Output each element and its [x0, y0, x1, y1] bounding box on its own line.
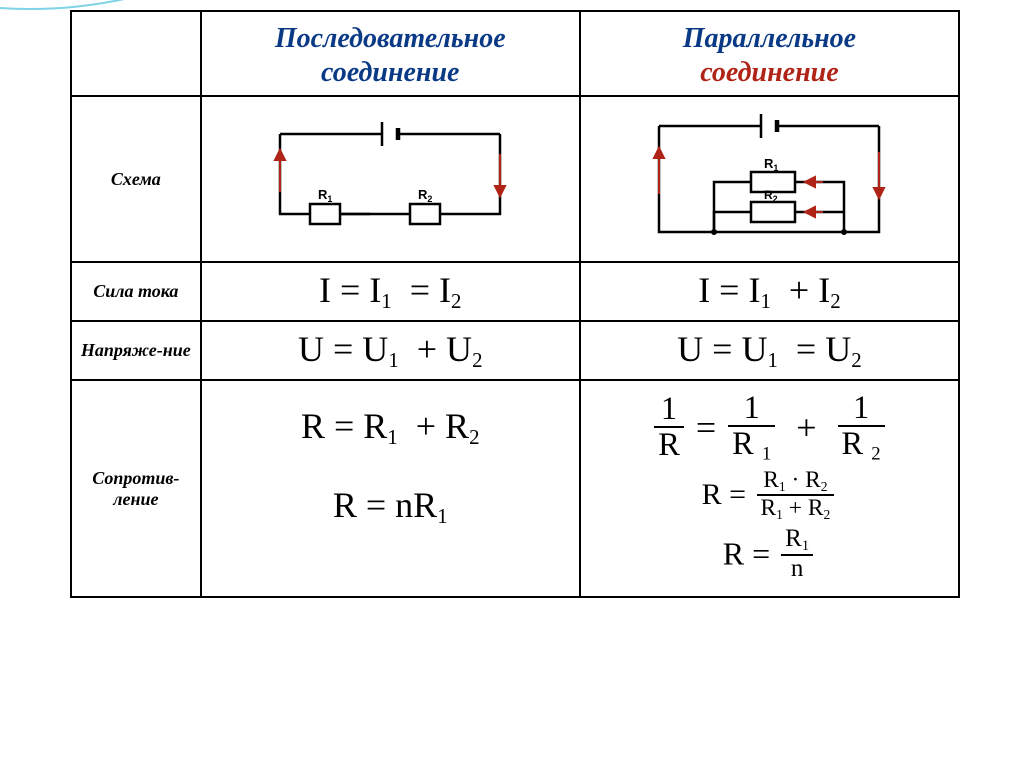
- formula-voltage-parallel: U = U1 = U2: [677, 329, 862, 369]
- header-parallel-word2: соединение: [700, 57, 838, 88]
- voltage-parallel-cell: U = U1 = U2: [580, 321, 959, 380]
- resist-parallel-cell: 1R = 1R 1 + 1R 2 R = R1 · R2R1 + R2 R = …: [580, 380, 959, 598]
- svg-text:R1: R1: [318, 187, 332, 204]
- header-parallel-word1: Параллельное: [683, 23, 856, 54]
- formula-resist-parallel-2: R = R1 · R2R1 + R2: [702, 468, 838, 522]
- serial-circuit-cell: R1 R2: [201, 96, 580, 262]
- formula-resist-parallel-1: 1R = 1R 1 + 1R 2: [651, 391, 887, 464]
- header-row: Последовательное соединение Параллельное…: [71, 11, 959, 96]
- row-scheme: Схема R1 R2: [71, 96, 959, 262]
- current-parallel-cell: I = I1 + I2: [580, 262, 959, 321]
- header-serial: Последовательное соединение: [201, 11, 580, 96]
- row-voltage: Напряже-ние U = U1 + U2 U = U1 = U2: [71, 321, 959, 380]
- row-resistance: Сопротив-ление R = R1 + R2 R = nR1 1R = …: [71, 380, 959, 598]
- rowlabel-resistance: Сопротив-ление: [71, 380, 201, 598]
- current-serial-cell: I = I1 = I2: [201, 262, 580, 321]
- parallel-circuit-diagram: R1 R2: [619, 104, 919, 254]
- formula-resist-parallel-3: R = R1n: [723, 526, 816, 582]
- svg-text:R2: R2: [418, 187, 432, 204]
- formula-voltage-serial: U = U1 + U2: [298, 329, 483, 369]
- rowlabel-scheme: Схема: [71, 96, 201, 262]
- voltage-serial-cell: U = U1 + U2: [201, 321, 580, 380]
- formula-current-serial: I = I1 = I2: [319, 270, 461, 310]
- resist-serial-cell: R = R1 + R2 R = nR1: [201, 380, 580, 598]
- row-current: Сила тока I = I1 = I2 I = I1 + I2: [71, 262, 959, 321]
- corner-cell: [71, 11, 201, 96]
- formula-current-parallel: I = I1 + I2: [698, 270, 840, 310]
- serial-circuit-diagram: R1 R2: [240, 104, 540, 254]
- svg-text:R1: R1: [764, 156, 778, 173]
- comparison-table: Последовательное соединение Параллельное…: [70, 10, 960, 598]
- parallel-circuit-cell: R1 R2: [580, 96, 959, 262]
- rowlabel-current: Сила тока: [71, 262, 201, 321]
- header-parallel: Параллельное соединение: [580, 11, 959, 96]
- formula-resist-serial-2: R = nR1: [333, 484, 448, 529]
- formula-resist-serial-1: R = R1 + R2: [301, 405, 480, 450]
- rowlabel-voltage: Напряже-ние: [71, 321, 201, 380]
